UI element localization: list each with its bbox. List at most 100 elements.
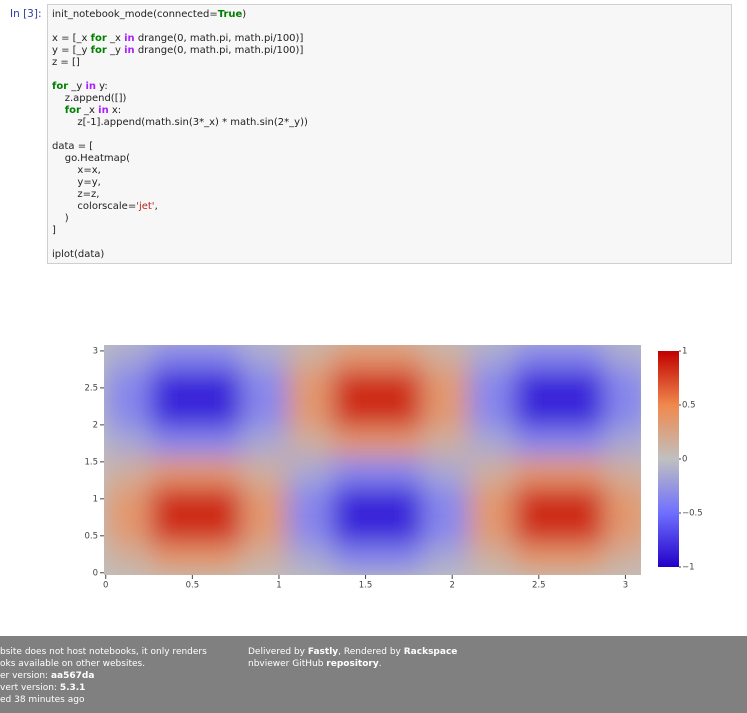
- text-span: in: [124, 45, 135, 56]
- heatmap-cell: [105, 543, 152, 573]
- text-line: colorscale='jet',: [52, 201, 731, 213]
- heatmap-cell: [150, 485, 197, 516]
- text-span: for: [52, 81, 69, 92]
- heatmap-cell: [469, 426, 516, 457]
- text-line: z.append([]): [52, 93, 731, 105]
- heatmap-cell: [332, 345, 379, 370]
- heatmap-cell: [604, 514, 641, 545]
- text-line: oks available on other websites.: [0, 658, 207, 670]
- heatmap-cell: [195, 456, 242, 487]
- heatmap-cell: [242, 398, 289, 428]
- heatmap-cell: [195, 514, 242, 545]
- text-line: z=z,: [52, 189, 731, 201]
- heatmap-cell: [422, 369, 469, 400]
- heatmap-cell: [242, 426, 289, 457]
- heatmap-cell: [105, 485, 152, 516]
- heatmap-cell: [150, 543, 197, 573]
- y-tick-label: 3: [93, 346, 98, 356]
- text-span: True: [217, 9, 243, 20]
- y-tick-label: 0.5: [84, 531, 98, 541]
- heatmap-cell: [422, 543, 469, 573]
- text-span: in: [124, 33, 135, 44]
- text-span: z[-1].append(math.sin(3*_x) * math.sin(2…: [52, 117, 308, 128]
- text-span: _x: [106, 33, 125, 44]
- text-span: oks available on other websites.: [0, 659, 146, 669]
- x-tick-label: 2: [449, 581, 454, 591]
- heatmap-cell: [604, 345, 641, 370]
- heatmap-cell: [469, 345, 516, 370]
- heatmap-cell: [242, 485, 289, 516]
- heatmap-cell: [469, 543, 516, 573]
- text-span: ,: [154, 201, 158, 212]
- heatmap-cell: [604, 398, 641, 428]
- text-span: ]: [52, 225, 56, 236]
- heatmap-cell: [377, 345, 424, 370]
- text-line: bsite does not host notebooks, it only r…: [0, 646, 207, 658]
- heatmap-cell: [377, 456, 424, 487]
- heatmap-cell: [195, 485, 242, 516]
- heatmap-cell: [377, 485, 424, 516]
- text-span: x:: [108, 105, 122, 116]
- y-tick-label: 1.5: [84, 457, 98, 467]
- text-span: for: [90, 45, 107, 56]
- heatmap-cell: [469, 485, 516, 516]
- text-span: in: [98, 105, 109, 116]
- heatmap-cell: [105, 345, 152, 370]
- heatmap-cell: [514, 345, 561, 370]
- text-span: drange(0, math.pi, math.pi/100)]: [134, 45, 304, 56]
- heatmap-cell: [287, 514, 334, 545]
- text-span: y=y,: [52, 177, 101, 188]
- heatmap-cell: [195, 543, 242, 573]
- text-span: colorscale=: [52, 201, 137, 212]
- heatmap-cell: [105, 426, 152, 457]
- heatmap-cell: [150, 398, 197, 428]
- heatmap-cell: [604, 543, 641, 573]
- heatmap-cell: [422, 345, 469, 370]
- heatmap-cell: [242, 456, 289, 487]
- text-span: z=z,: [52, 189, 100, 200]
- text-line: nbviewer GitHub repository.: [248, 658, 457, 670]
- heatmap-cell: [422, 456, 469, 487]
- text-span: drange(0, math.pi, math.pi/100)]: [134, 33, 304, 44]
- heatmap-cell: [332, 543, 379, 573]
- text-span: in: [85, 81, 96, 92]
- text-line: for _x in x:: [52, 105, 731, 117]
- heatmap-cell: [332, 369, 379, 400]
- text-span: for: [90, 33, 107, 44]
- x-tick-label: 1.5: [359, 581, 373, 591]
- heatmap-cell: [422, 398, 469, 428]
- text-span: data = [: [52, 141, 94, 152]
- text-line: x = [_x for _x in drange(0, math.pi, mat…: [52, 33, 731, 45]
- text-line: z = []: [52, 57, 731, 69]
- heatmap-cell: [150, 345, 197, 370]
- text-line: Delivered by Fastly, Rendered by Rackspa…: [248, 646, 457, 658]
- heatmap-cell: [559, 345, 606, 370]
- heatmap-cell: [604, 369, 641, 400]
- heatmap-cell: [332, 456, 379, 487]
- heatmap-cell: [377, 543, 424, 573]
- heatmap-cell: [150, 369, 197, 400]
- colorbar-tick-label: 0: [682, 455, 687, 465]
- heatmap-cell: [287, 369, 334, 400]
- text-span: nbviewer GitHub: [248, 659, 327, 669]
- footer-right: Delivered by Fastly, Rendered by Rackspa…: [248, 646, 457, 670]
- heatmap-cell: [332, 514, 379, 545]
- heatmap-cell: [559, 398, 606, 428]
- heatmap-cell: [604, 485, 641, 516]
- heatmap-cell: [514, 426, 561, 457]
- heatmap-cell: [150, 514, 197, 545]
- heatmap-cell: [514, 369, 561, 400]
- heatmap-cell: [422, 485, 469, 516]
- text-span: for: [64, 105, 81, 116]
- heatmap-cell: [422, 426, 469, 457]
- heatmap-cell: [559, 456, 606, 487]
- text-line: iplot(data): [52, 249, 731, 261]
- code-cell[interactable]: init_notebook_mode(connected=True) x = [_…: [47, 4, 732, 264]
- text-span: _x: [80, 105, 99, 116]
- heatmap-cell: [514, 485, 561, 516]
- x-tick-label: 1: [276, 581, 281, 591]
- colorbar-tick-label: 0.5: [682, 401, 696, 411]
- heatmap-cell: [559, 426, 606, 457]
- text-line: x=x,: [52, 165, 731, 177]
